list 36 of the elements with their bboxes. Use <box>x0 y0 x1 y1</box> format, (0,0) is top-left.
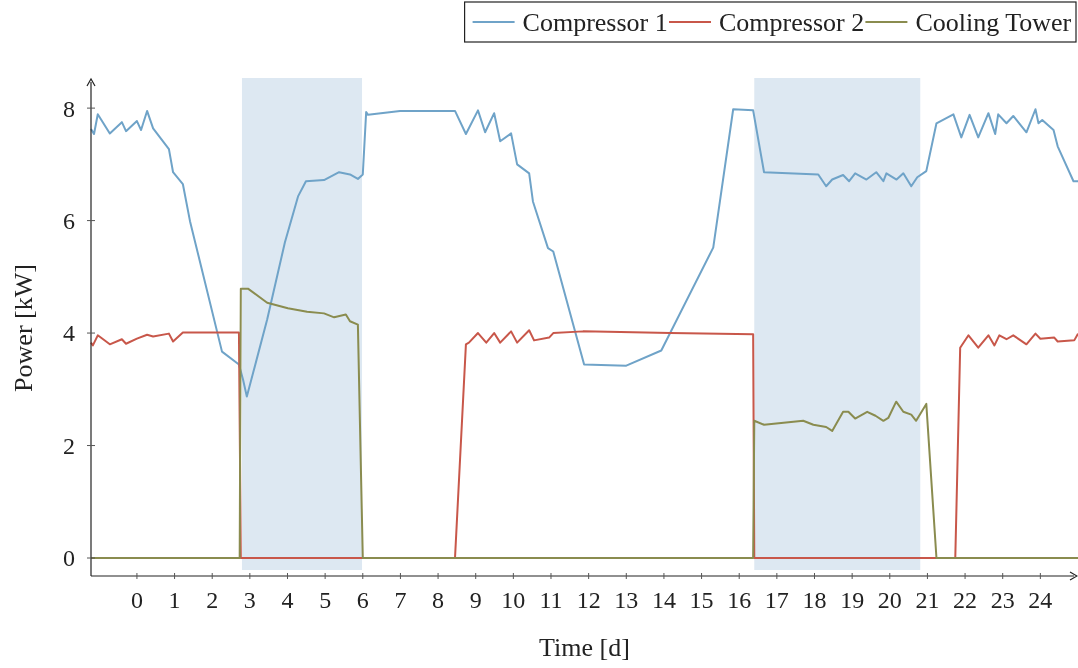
x-tick-label: 22 <box>953 587 978 613</box>
x-tick-label: 17 <box>764 587 789 613</box>
legend-label: Compressor 2 <box>719 8 865 38</box>
y-tick-label: 8 <box>63 95 75 122</box>
y-tick-label: 6 <box>63 207 75 234</box>
y-tick-label: 4 <box>63 320 75 347</box>
x-tick-label: 23 <box>990 587 1015 613</box>
x-tick-label: 11 <box>539 587 563 613</box>
x-tick-label: 20 <box>877 587 902 613</box>
x-tick-label: 8 <box>432 587 445 613</box>
x-tick-label: 16 <box>727 587 752 613</box>
x-tick-label: 10 <box>501 587 526 613</box>
x-tick-label: 5 <box>319 587 332 613</box>
x-tick-label: 7 <box>394 587 407 613</box>
y-tick-label: 0 <box>63 545 75 572</box>
x-tick-label: 9 <box>469 587 482 613</box>
x-tick-label: 19 <box>840 587 865 613</box>
x-tick-label: 24 <box>1028 587 1053 613</box>
x-tick-label: 2 <box>206 587 219 613</box>
x-tick-label: 4 <box>281 587 294 613</box>
y-tick-label: 2 <box>63 432 75 459</box>
line-series <box>90 108 1078 398</box>
x-tick-label: 1 <box>168 587 181 613</box>
x-axis-title: Time [d] <box>539 633 630 662</box>
x-tick-label: 14 <box>651 587 676 613</box>
x-tick-label: 12 <box>576 587 601 613</box>
legend-label: Cooling Tower <box>915 8 1072 38</box>
y-axis-title: Power [kW] <box>9 264 38 392</box>
x-tick-label: 21 <box>915 587 940 613</box>
x-tick-label: 18 <box>802 587 827 613</box>
x-tick-label: 0 <box>130 587 143 613</box>
x-tick-label: 15 <box>689 587 714 613</box>
x-tick-label: 13 <box>614 587 639 613</box>
x-tick-label: 6 <box>356 587 369 613</box>
x-tick-label: 3 <box>243 587 256 613</box>
legend-label: Compressor 1 <box>522 8 668 38</box>
